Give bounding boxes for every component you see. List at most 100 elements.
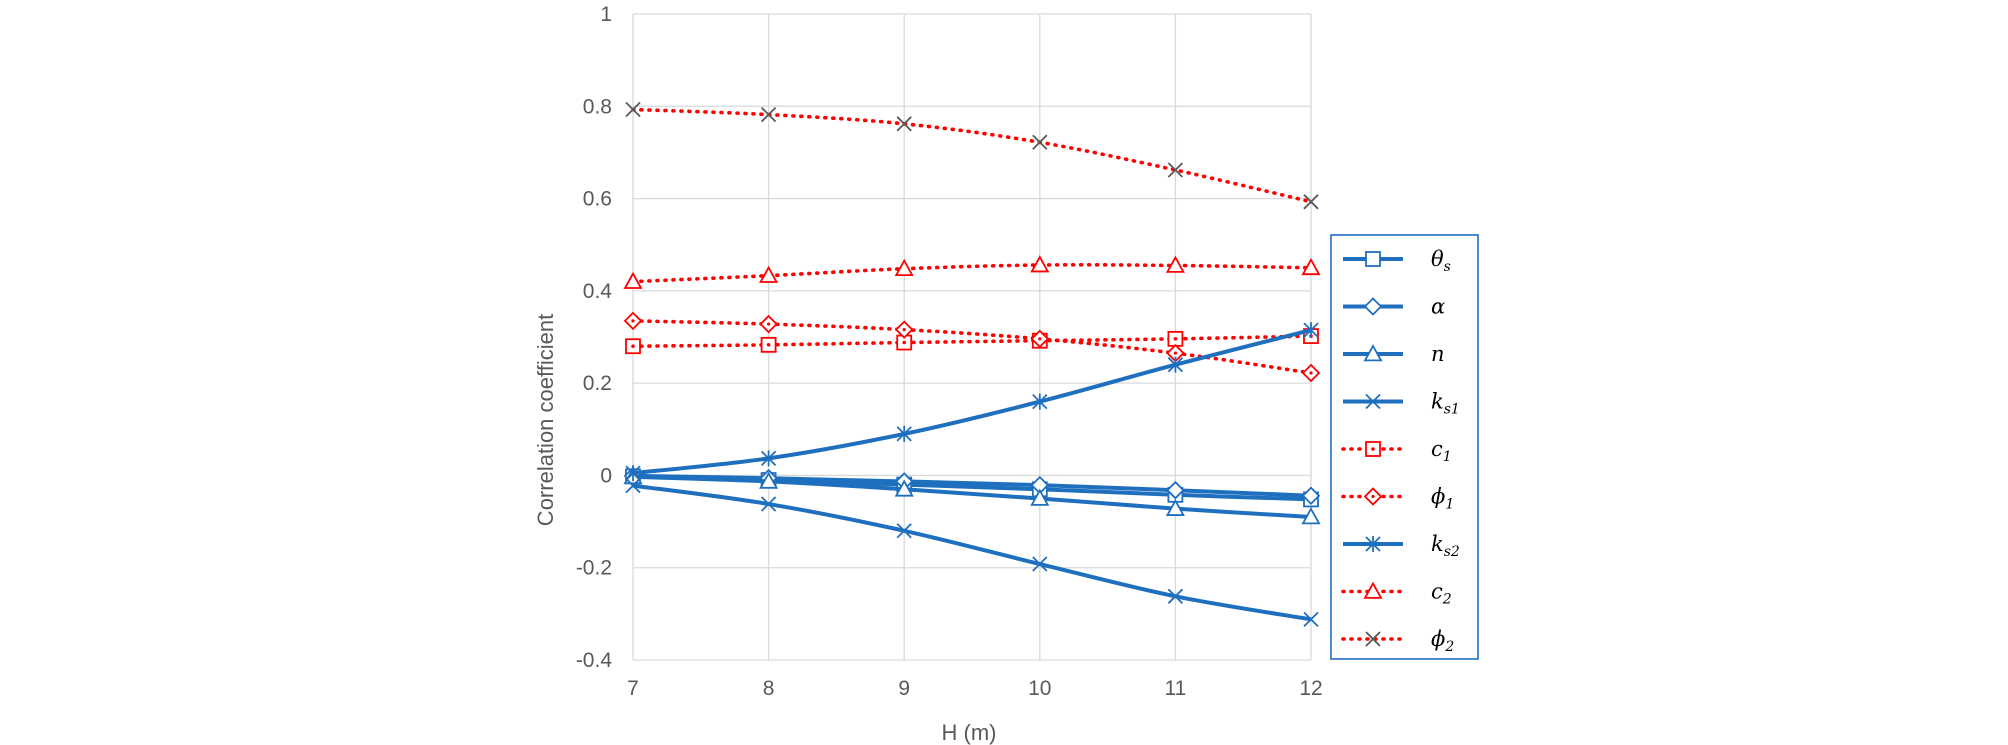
series-ks2 xyxy=(625,322,1319,482)
legend-item-theta_s: θs xyxy=(1343,247,1451,275)
marker-dot xyxy=(631,319,635,323)
series-line-c1 xyxy=(631,334,1313,349)
marker-triangle xyxy=(1363,344,1383,362)
marker-dot xyxy=(766,343,771,347)
legend-label: n xyxy=(1431,342,1445,366)
marker-x xyxy=(896,523,912,539)
x-tick-label: 7 xyxy=(627,677,639,700)
x-tick-label: 10 xyxy=(1028,677,1051,700)
marker-x xyxy=(1303,194,1319,210)
series-line-ks1 xyxy=(632,483,1312,622)
legend-item-ks1: ks1 xyxy=(1343,390,1460,418)
marker-diamond xyxy=(1301,486,1321,506)
series-line-c2 xyxy=(631,262,1313,284)
y-axis-label: Correlation coefficient xyxy=(533,314,558,526)
marker-triangle xyxy=(894,479,914,497)
marker-triangle xyxy=(759,265,779,283)
marker-dot xyxy=(631,344,635,349)
legend-item-n: n xyxy=(1343,342,1445,366)
legend-label: c2 xyxy=(1431,580,1452,608)
marker-dot xyxy=(1309,371,1313,375)
series-line-n xyxy=(632,474,1312,519)
marker-dot xyxy=(1173,351,1177,355)
marker-triangle xyxy=(759,471,779,489)
series-phi1 xyxy=(623,311,1321,383)
marker-star xyxy=(1365,536,1381,552)
marker-diamond xyxy=(1166,480,1185,500)
y-tick-label: 0.8 xyxy=(583,95,612,118)
marker-star xyxy=(1032,393,1048,410)
series-layer xyxy=(623,101,1321,628)
marker-star xyxy=(1303,322,1319,339)
legend-item-phi2: ϕ2 xyxy=(1341,627,1454,655)
marker-star xyxy=(896,425,912,442)
marker-square xyxy=(1365,251,1381,267)
legend-label: θs xyxy=(1431,247,1451,275)
marker-x xyxy=(1032,556,1048,572)
marker-dot xyxy=(1371,447,1375,451)
legend-label: ϕ2 xyxy=(1431,627,1454,655)
legend-label: ks1 xyxy=(1431,390,1460,418)
y-tick-label: 0 xyxy=(600,464,612,487)
y-tick-label: 1 xyxy=(600,3,612,26)
marker-x xyxy=(1303,611,1319,628)
x-tick-label: 9 xyxy=(898,677,910,700)
marker-dot xyxy=(902,328,906,332)
legend: θs αn ks1 c1 ϕ1 ks2 c2 ϕ2 xyxy=(1330,234,1479,660)
marker-x xyxy=(1365,631,1381,647)
marker-star xyxy=(760,450,777,467)
x-tick-label: 11 xyxy=(1164,677,1186,700)
x-tick-label: 12 xyxy=(1299,677,1322,700)
marker-x xyxy=(1167,162,1184,178)
legend-label: α xyxy=(1431,295,1445,319)
y-tick-label: 0.6 xyxy=(583,188,612,211)
marker-triangle xyxy=(1363,581,1383,599)
marker-x xyxy=(1167,588,1184,604)
series-line-ks2 xyxy=(632,328,1312,476)
series-line-phi1 xyxy=(631,319,1313,375)
y-tick-label: 0.2 xyxy=(583,372,612,395)
legend-item-phi1: ϕ1 xyxy=(1341,485,1454,513)
marker-star xyxy=(1167,356,1184,373)
y-tick-label: 0.4 xyxy=(583,280,613,303)
y-tick-label: -0.4 xyxy=(576,649,613,672)
legend-label: ϕ1 xyxy=(1431,485,1454,513)
marker-triangle xyxy=(1030,255,1050,273)
series-line-phi2 xyxy=(631,107,1313,204)
series-phi2 xyxy=(625,101,1319,210)
series-c2 xyxy=(623,255,1321,289)
marker-triangle xyxy=(623,271,643,289)
marker-diamond xyxy=(1363,297,1383,316)
marker-triangle xyxy=(1165,255,1185,273)
legend-box xyxy=(1330,234,1479,660)
marker-triangle xyxy=(1030,488,1050,506)
y-tick-label: -0.2 xyxy=(576,557,612,580)
x-axis-ticks: 7 8 9 10 11 12 xyxy=(627,677,1323,700)
legend-item-alpha: α xyxy=(1343,295,1445,319)
marker-dot xyxy=(902,340,906,345)
y-axis-ticks: -0.4 -0.2 0 0.2 0.4 0.6 0.8 1 xyxy=(576,3,613,672)
marker-dot xyxy=(1173,337,1178,341)
legend-item-c2: c2 xyxy=(1341,580,1452,608)
series-ks1 xyxy=(625,477,1319,628)
marker-dot xyxy=(767,322,771,326)
series-n xyxy=(623,466,1321,525)
legend-label: c1 xyxy=(1431,437,1452,465)
x-tick-label: 8 xyxy=(763,677,775,700)
marker-x xyxy=(625,101,641,118)
marker-star xyxy=(625,465,641,482)
marker-triangle xyxy=(1165,498,1185,516)
marker-dot xyxy=(1038,337,1042,341)
marker-x xyxy=(1365,393,1381,410)
legend-label: ks2 xyxy=(1431,532,1460,560)
marker-dot xyxy=(1371,494,1375,499)
marker-x xyxy=(760,106,777,123)
marker-x xyxy=(760,496,777,512)
marker-x xyxy=(896,116,912,132)
series-c1 xyxy=(625,328,1319,355)
marker-x xyxy=(1032,134,1048,150)
legend-item-c1: c1 xyxy=(1341,437,1452,465)
marker-triangle xyxy=(894,258,914,277)
marker-triangle xyxy=(1301,507,1321,525)
